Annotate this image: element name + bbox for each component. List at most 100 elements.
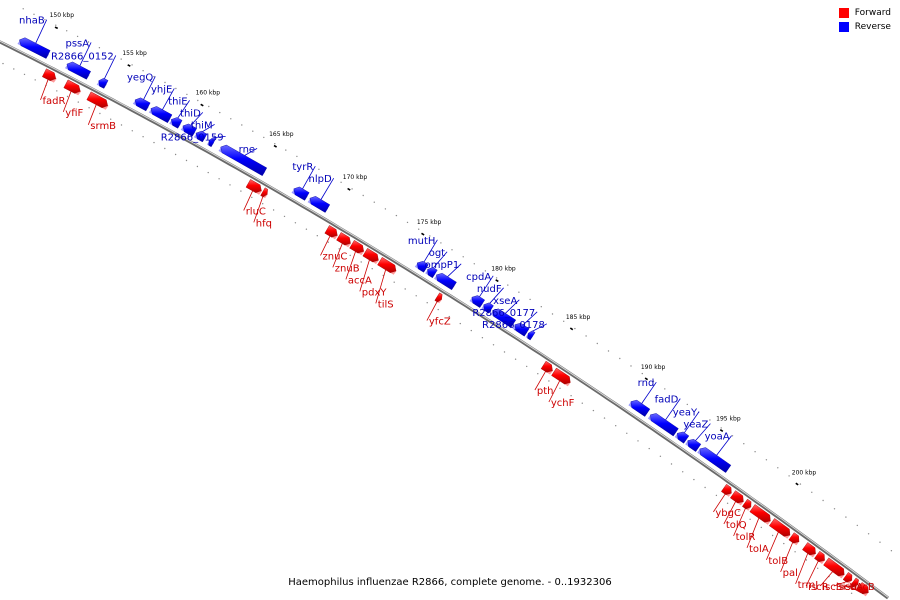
backbone-dot bbox=[675, 395, 677, 398]
gene-pth[interactable] bbox=[540, 360, 553, 375]
backbone-dot bbox=[2, 62, 4, 65]
gene-fadd[interactable] bbox=[647, 413, 679, 437]
gene-body bbox=[742, 498, 752, 510]
forward-swatch bbox=[838, 8, 849, 18]
gene-nudf[interactable] bbox=[481, 302, 494, 314]
scale-tick-mark bbox=[569, 327, 574, 331]
gene-srmb[interactable] bbox=[86, 91, 109, 110]
backbone-dot bbox=[186, 93, 188, 96]
backbone-dot bbox=[87, 41, 90, 43]
leader-line bbox=[433, 251, 448, 269]
gene-iscu[interactable] bbox=[842, 572, 853, 584]
backbone-dot bbox=[196, 165, 199, 168]
gene-body bbox=[527, 330, 536, 341]
backbone-dot bbox=[551, 313, 554, 315]
gene-muth[interactable] bbox=[414, 260, 429, 273]
gene-yhje[interactable] bbox=[148, 106, 173, 123]
gene-znub[interactable] bbox=[336, 232, 352, 248]
gene-rluc[interactable] bbox=[245, 179, 263, 195]
gene-body bbox=[687, 438, 702, 452]
gene-yeay[interactable] bbox=[674, 431, 690, 444]
gene-rne[interactable] bbox=[218, 144, 268, 176]
scale-tick-mark bbox=[719, 429, 724, 433]
gene-pssa[interactable] bbox=[64, 61, 91, 80]
gene-pal[interactable] bbox=[788, 532, 800, 546]
gene-iscr[interactable] bbox=[814, 550, 825, 564]
gene-rnd[interactable] bbox=[628, 399, 651, 417]
gene-tyrr[interactable] bbox=[291, 186, 310, 201]
backbone-dot bbox=[318, 168, 320, 170]
gene-r2866_0159[interactable] bbox=[206, 137, 216, 148]
gene-yfcz[interactable] bbox=[434, 292, 443, 304]
gene-yeaz[interactable] bbox=[685, 438, 702, 452]
gene-r2866_0152[interactable] bbox=[96, 77, 109, 89]
gene-label: R2866_0177 bbox=[472, 308, 535, 319]
gene-tolq[interactable] bbox=[730, 490, 744, 506]
backbone-dot bbox=[241, 124, 243, 126]
leader-line bbox=[479, 275, 494, 297]
gene-label: tolB bbox=[768, 556, 788, 567]
backbone-dot bbox=[66, 30, 68, 32]
leader-line bbox=[177, 100, 190, 119]
gene-tola[interactable] bbox=[749, 504, 771, 525]
gene-label: ychF bbox=[551, 398, 575, 409]
backbone-dot bbox=[738, 510, 740, 512]
gene-yoaa[interactable] bbox=[697, 447, 732, 473]
gene-acca[interactable] bbox=[349, 240, 365, 256]
gene-ompp1[interactable] bbox=[434, 272, 457, 291]
gene-iscs[interactable] bbox=[823, 557, 845, 579]
backbone-dot bbox=[251, 196, 253, 199]
gene-label: fadR bbox=[43, 96, 66, 107]
gene-pdxy[interactable] bbox=[362, 248, 379, 264]
gene-ybgc[interactable] bbox=[721, 483, 732, 497]
gene-isca[interactable] bbox=[850, 577, 859, 589]
gene-thid[interactable] bbox=[180, 123, 197, 137]
leader-line bbox=[795, 553, 809, 585]
backbone-dot bbox=[185, 159, 188, 162]
gene-r2866_0178[interactable] bbox=[525, 330, 536, 341]
leader-line bbox=[534, 371, 546, 391]
gene-tils[interactable] bbox=[377, 257, 397, 275]
gene-thie[interactable] bbox=[169, 117, 183, 129]
gene-body bbox=[677, 431, 690, 444]
gene-label: pal bbox=[783, 568, 798, 579]
gene-hfq[interactable] bbox=[260, 187, 268, 199]
leader-line bbox=[190, 112, 204, 126]
gene-body bbox=[208, 137, 216, 148]
gene-ogt[interactable] bbox=[425, 267, 438, 279]
gene-label: cpdA bbox=[466, 272, 491, 283]
gene-znuc[interactable] bbox=[324, 225, 338, 240]
backbone-dot bbox=[867, 533, 870, 535]
gene-ychf[interactable] bbox=[551, 367, 571, 387]
gene-label: tolQ bbox=[726, 520, 747, 531]
gene-nhab[interactable] bbox=[17, 37, 51, 59]
gene-hscb[interactable] bbox=[856, 582, 869, 597]
gene-tolr[interactable] bbox=[742, 498, 752, 511]
backbone-dot bbox=[360, 261, 362, 263]
leader-line bbox=[79, 42, 92, 66]
backbone-dot bbox=[850, 592, 853, 594]
backbone-dot bbox=[349, 254, 351, 257]
backbone-dot bbox=[393, 281, 395, 283]
gene-fadr[interactable] bbox=[42, 68, 57, 83]
backbone-dot bbox=[240, 190, 242, 192]
backbone-dot bbox=[142, 70, 144, 72]
gene-trmj[interactable] bbox=[802, 542, 816, 558]
backbone-dot bbox=[362, 194, 364, 197]
backbone-dot bbox=[839, 584, 841, 586]
gene-xsea[interactable] bbox=[490, 308, 517, 328]
backbone-dot bbox=[592, 409, 595, 412]
gene-label: R2866_0159 bbox=[161, 132, 224, 143]
scale-tick-mark bbox=[127, 64, 131, 67]
leader-line bbox=[532, 323, 548, 332]
gene-label: ybgC bbox=[715, 508, 741, 519]
gene-thim[interactable] bbox=[193, 130, 208, 143]
gene-yfif[interactable] bbox=[63, 79, 82, 96]
gene-label: fadD bbox=[655, 395, 679, 406]
gene-body bbox=[150, 106, 173, 123]
gene-nlpd[interactable] bbox=[307, 196, 331, 213]
gene-yegq[interactable] bbox=[132, 97, 151, 112]
gene-cpda[interactable] bbox=[469, 295, 485, 308]
gene-tolb[interactable] bbox=[769, 518, 791, 539]
gene-r2866_0177[interactable] bbox=[512, 322, 530, 337]
